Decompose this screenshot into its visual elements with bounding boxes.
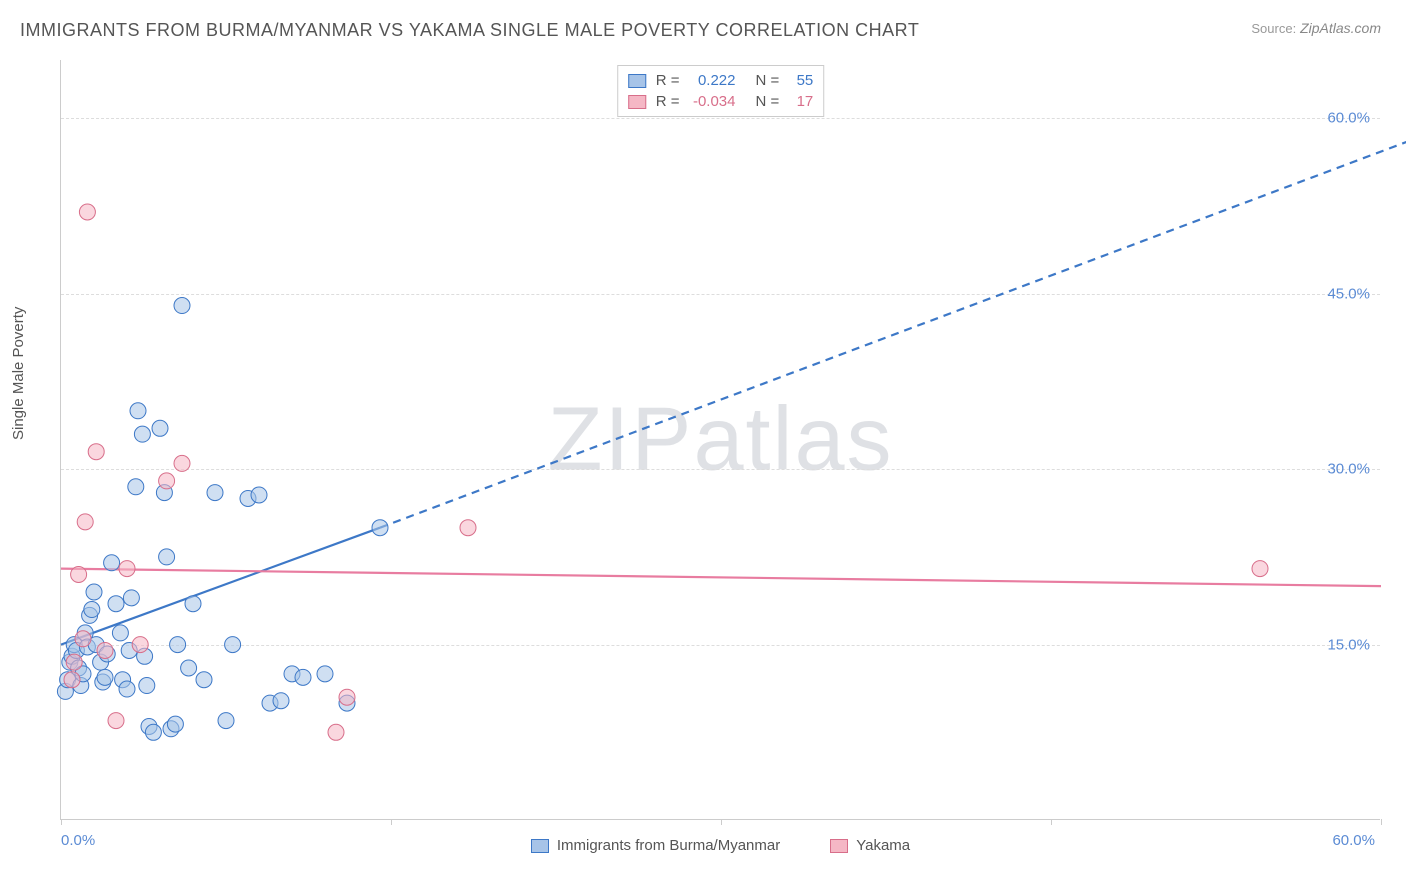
x-tick-mark (721, 819, 722, 825)
x-tick-mark (391, 819, 392, 825)
legend-label: Yakama (856, 837, 910, 854)
data-point-yakama (460, 520, 476, 536)
data-point-burma (130, 403, 146, 419)
legend-swatch (830, 839, 848, 853)
legend-stats-box: R = 0.222 N = 55 R = -0.034 N = 17 (617, 65, 825, 117)
data-point-burma (119, 681, 135, 697)
data-point-burma (86, 584, 102, 600)
data-point-yakama (75, 631, 91, 647)
data-point-burma (167, 716, 183, 732)
legend-swatch (628, 74, 646, 88)
data-point-burma (207, 485, 223, 501)
r-label: R = (656, 93, 680, 110)
r-value: -0.034 (686, 93, 736, 110)
data-point-yakama (64, 672, 80, 688)
data-point-yakama (339, 689, 355, 705)
n-value: 55 (785, 72, 813, 89)
data-point-burma (145, 724, 161, 740)
source-label: Source: (1251, 21, 1296, 36)
x-tick-mark (61, 819, 62, 825)
y-axis-label: Single Male Poverty (10, 307, 27, 440)
data-point-yakama (88, 444, 104, 460)
data-point-yakama (77, 514, 93, 530)
r-value: 0.222 (686, 72, 736, 89)
data-point-yakama (108, 713, 124, 729)
plot-area: ZIPatlas 15.0%30.0%45.0%60.0% R =0.222N … (60, 60, 1380, 820)
legend-bottom: Immigrants from Burma/Myanmar Yakama (61, 837, 1380, 854)
data-point-burma (134, 426, 150, 442)
data-point-burma (372, 520, 388, 536)
source-value: ZipAtlas.com (1300, 20, 1381, 36)
data-point-yakama (328, 724, 344, 740)
data-point-burma (84, 602, 100, 618)
legend-swatch (628, 95, 646, 109)
legend-item: Immigrants from Burma/Myanmar (531, 837, 780, 854)
data-point-burma (185, 596, 201, 612)
data-point-yakama (79, 204, 95, 220)
x-tick-label: 60.0% (1332, 832, 1375, 849)
chart-title: IMMIGRANTS FROM BURMA/MYANMAR VS YAKAMA … (20, 20, 919, 41)
data-point-burma (251, 487, 267, 503)
data-point-yakama (97, 642, 113, 658)
data-point-burma (295, 669, 311, 685)
legend-stats-row: R = -0.034 N = 17 (628, 91, 814, 112)
n-label: N = (756, 93, 780, 110)
data-point-burma (170, 637, 186, 653)
legend-label: Immigrants from Burma/Myanmar (557, 837, 780, 854)
data-point-yakama (174, 455, 190, 471)
data-point-yakama (132, 637, 148, 653)
trend-line-yakama (61, 569, 1381, 587)
data-point-burma (273, 693, 289, 709)
data-point-yakama (71, 566, 87, 582)
trend-line-burma (61, 528, 380, 645)
data-point-burma (317, 666, 333, 682)
data-point-burma (152, 420, 168, 436)
x-tick-mark (1381, 819, 1382, 825)
trend-line-dash-burma (380, 118, 1406, 527)
legend-item: Yakama (830, 837, 910, 854)
data-point-burma (225, 637, 241, 653)
source-credit: Source: ZipAtlas.com (1251, 20, 1381, 36)
legend-stats-row: R = 0.222 N = 55 (628, 70, 814, 91)
plot-svg (61, 60, 1380, 819)
legend-swatch (531, 839, 549, 853)
data-point-yakama (159, 473, 175, 489)
r-label: R = (656, 72, 680, 89)
data-point-burma (97, 669, 113, 685)
data-point-burma (123, 590, 139, 606)
data-point-burma (104, 555, 120, 571)
n-label: N = (756, 72, 780, 89)
n-value: 17 (785, 93, 813, 110)
data-point-burma (139, 678, 155, 694)
data-point-yakama (119, 561, 135, 577)
data-point-burma (196, 672, 212, 688)
x-tick-label: 0.0% (61, 832, 95, 849)
x-tick-mark (1051, 819, 1052, 825)
data-point-yakama (66, 654, 82, 670)
data-point-burma (218, 713, 234, 729)
data-point-burma (108, 596, 124, 612)
data-point-yakama (1252, 561, 1268, 577)
data-point-burma (159, 549, 175, 565)
data-point-burma (112, 625, 128, 641)
data-point-burma (128, 479, 144, 495)
chart-container: IMMIGRANTS FROM BURMA/MYANMAR VS YAKAMA … (0, 0, 1406, 892)
data-point-burma (181, 660, 197, 676)
data-point-burma (174, 298, 190, 314)
